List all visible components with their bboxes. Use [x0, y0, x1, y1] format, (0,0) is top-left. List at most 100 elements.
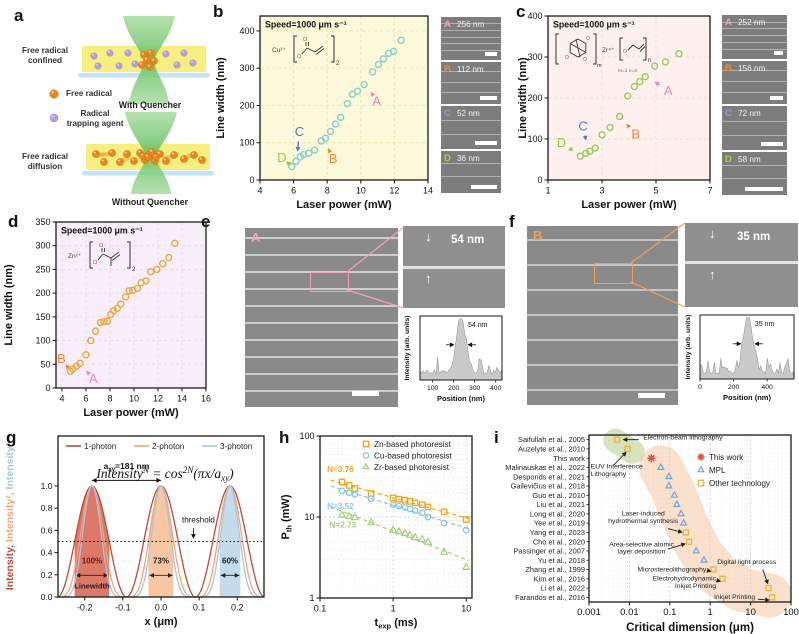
- svg-text:3-photon: 3-photon: [220, 442, 253, 451]
- svg-text:0.01: 0.01: [620, 607, 639, 618]
- svg-text:Line width (nm): Line width (nm): [517, 57, 529, 139]
- svg-text:50: 50: [40, 359, 50, 369]
- svg-text:Zn-based photoresist: Zn-based photoresist: [374, 440, 452, 449]
- svg-text:O: O: [583, 57, 587, 63]
- sem-line: [527, 239, 678, 241]
- panel-f-sem-image: B: [527, 226, 678, 405]
- i-chart: Saifullah et al., 2005 Auzelyte et al., 2…: [487, 426, 799, 634]
- sem-cell-letter: D: [444, 152, 451, 164]
- sem-line: [441, 120, 501, 122]
- sem-cell-letter: C: [725, 108, 732, 119]
- svg-text:0.0: 0.0: [155, 603, 168, 613]
- g-chart-svg: 100% Linewidth 73% 60% threshold axy=181 nm 1-…: [4, 435, 265, 628]
- svg-text:Intensity (arb. units): Intensity (arb. units): [685, 315, 692, 380]
- svg-text:Zr⁴⁺: Zr⁴⁺: [602, 47, 615, 54]
- h-chart: Zn-based photoresist Cu-based photoresist…: [276, 426, 490, 634]
- svg-text:Linewidth: Linewidth: [74, 582, 110, 591]
- svg-text:300: 300: [35, 241, 50, 251]
- sem-line: [245, 390, 398, 392]
- panel-i-letter: i: [494, 428, 499, 447]
- svg-text:100%: 100%: [82, 557, 102, 566]
- svg-text:O: O: [565, 55, 569, 61]
- svg-text:Lithography: Lithography: [591, 471, 627, 478]
- svg-text:Yee et al., 2019: Yee et al., 2019: [534, 519, 585, 528]
- svg-text:Position (nm): Position (nm): [437, 394, 485, 403]
- sem-strip-cell-b-D: D 36 nm: [441, 150, 501, 193]
- svg-text:10: 10: [129, 394, 139, 404]
- sem-line: [722, 120, 787, 122]
- svg-text:A: A: [664, 83, 673, 98]
- sem-cell-linewidth: 36 nm: [457, 153, 480, 163]
- down-arrow-icon: ↓: [425, 229, 432, 244]
- svg-text:0.1: 0.1: [193, 603, 206, 613]
- scale-bar: [774, 50, 783, 55]
- svg-text:Laser-induced: Laser-induced: [622, 511, 665, 518]
- svg-text:EUV Interference: EUV Interference: [591, 463, 643, 470]
- svg-text:threshold: threshold: [182, 516, 215, 525]
- svg-text:2: 2: [132, 267, 136, 273]
- sem-line: [441, 92, 501, 94]
- svg-text:Malinauskas et al., 2022: Malinauskas et al., 2022: [505, 463, 585, 472]
- svg-text:7: 7: [707, 186, 712, 196]
- label-line: Radical: [80, 109, 110, 118]
- svg-text:This work: This work: [553, 454, 585, 463]
- svg-text:D: D: [557, 135, 566, 150]
- svg-text:1.0: 1.0: [41, 481, 53, 491]
- svg-text:0.1: 0.1: [314, 604, 327, 614]
- sem-line: [685, 261, 798, 264]
- scale-bar: [770, 96, 783, 100]
- svg-text:300: 300: [527, 52, 542, 62]
- svg-text:-0.2: -0.2: [77, 603, 93, 613]
- svg-text:Microstereolithography: Microstereolithography: [638, 566, 707, 573]
- svg-text:400: 400: [761, 384, 773, 391]
- scale-bar: [475, 140, 497, 145]
- svg-text:O: O: [303, 37, 308, 43]
- svg-text:Line width (nm): Line width (nm): [3, 264, 15, 346]
- svg-text:Other technology: Other technology: [709, 479, 770, 488]
- svg-text:16: 16: [201, 394, 211, 404]
- c-chart-svg: 1 3 5 7 0 100 200 300 400 A B CD Speed=1000 μm s⁻¹ La…: [517, 11, 713, 210]
- sem-line: [245, 305, 398, 307]
- sem-line: [403, 266, 505, 269]
- sem-line: [527, 314, 678, 316]
- svg-text:350: 350: [35, 217, 50, 227]
- svg-text:12: 12: [389, 186, 399, 196]
- b-chart: 4 6 8 10 12 14 0 100 200 300 400 A B C D Speed=1000 μm …: [212, 2, 440, 210]
- panel-e-letter: e: [201, 212, 211, 231]
- svg-text:Intensity (arb. units): Intensity (arb. units): [404, 316, 411, 381]
- sem-line: [441, 134, 501, 136]
- panel-f-highlight-rect: [594, 263, 633, 284]
- sem-strip-cell-c-B: B 156 nm: [722, 60, 787, 104]
- sem-line: [722, 70, 787, 72]
- svg-text:60%: 60%: [222, 557, 238, 566]
- sem-cell-linewidth: 58 nm: [738, 154, 761, 164]
- svg-text:Electron-beam lithography: Electron-beam lithography: [643, 435, 723, 442]
- sem-line: [722, 21, 787, 23]
- f_profile-chart-svg: 35 nm 0 200 400 Position (nm) Intensity (arb.…: [685, 314, 795, 402]
- panel-c-sem-strip: A 252 nm B 156 nm C 72 nm D 58 nm: [722, 15, 787, 195]
- label-free-radical-confined: Free radical confined: [12, 46, 78, 66]
- sem-line: [722, 48, 787, 50]
- svg-text:B: B: [631, 127, 640, 142]
- svg-text:Auzelyte et al., 2010: Auzelyte et al., 2010: [518, 445, 585, 454]
- panel-a-schematic: Free radical confined Free radical Radic…: [6, 4, 214, 207]
- svg-text:200: 200: [448, 385, 460, 392]
- svg-text:axy=181 nm: axy=181 nm: [104, 461, 150, 473]
- panel-h-letter: h: [279, 428, 290, 447]
- svg-text:0: 0: [537, 175, 542, 185]
- svg-text:N=2.73: N=2.73: [330, 521, 357, 530]
- svg-text:Position (nm): Position (nm): [723, 393, 771, 402]
- svg-text:1: 1: [309, 593, 314, 603]
- svg-text:x (μm): x (μm): [144, 616, 177, 628]
- panel-e-image-label: A: [251, 230, 261, 245]
- svg-text:Zhang et al., 1999: Zhang et al., 1999: [525, 565, 585, 574]
- sem-strip-cell-c-C: C 72 nm: [722, 106, 787, 150]
- panel-f-scale-bar: [638, 393, 665, 398]
- sem-cell-linewidth: 72 nm: [738, 109, 761, 118]
- svg-text:0.2: 0.2: [41, 570, 53, 580]
- svg-text:Line width (nm): Line width (nm): [215, 57, 227, 139]
- label-line: Free radical: [22, 152, 68, 161]
- svg-text:0.6: 0.6: [41, 525, 53, 535]
- sem-cell-linewidth: 156 nm: [738, 63, 766, 73]
